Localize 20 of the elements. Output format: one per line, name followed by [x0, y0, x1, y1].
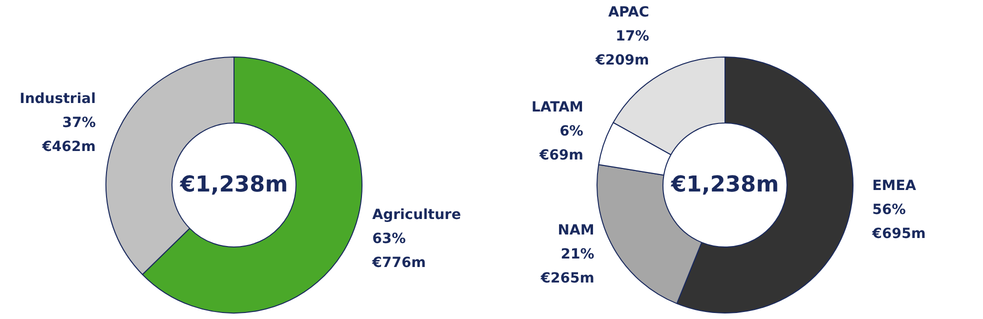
text: 21% [560, 246, 594, 263]
slice-label: APAC [608, 4, 650, 20]
slice-label: LATAM [531, 100, 584, 116]
text: 56% [872, 202, 906, 218]
slice-label: Agriculture [372, 207, 461, 224]
text: 17% [616, 28, 650, 44]
text: €1,238m [670, 172, 779, 198]
data-label: €462m [41, 138, 96, 155]
text: €1,238m [179, 172, 288, 198]
data-label: €69m [538, 148, 584, 164]
data-label: €695m [871, 226, 926, 242]
data-label: €209m [594, 52, 650, 68]
data-label: €776m [371, 255, 426, 272]
text: 6% [560, 124, 584, 140]
text: 37% [62, 114, 96, 131]
slice-label: Industrial [20, 90, 96, 107]
slice-label: NAM [558, 222, 594, 239]
data-label: €265m [540, 270, 594, 287]
slice-label: EMEA [872, 178, 916, 194]
text: 63% [372, 231, 406, 248]
